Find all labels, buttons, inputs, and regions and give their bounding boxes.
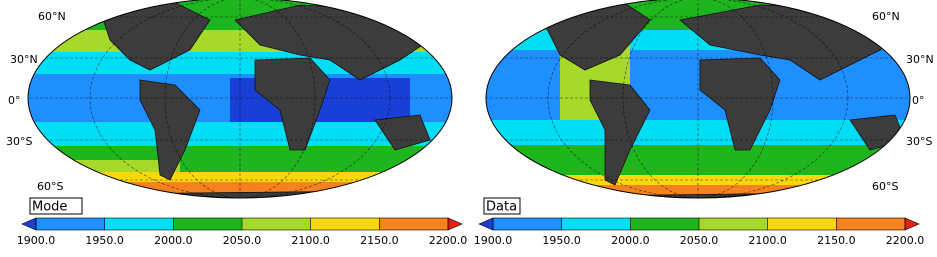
- colorbar-segment: [36, 218, 105, 230]
- colorbar-tick-label: 2050.0: [223, 234, 262, 247]
- map-border: [27, 0, 453, 199]
- colorbar-segment: [104, 218, 174, 230]
- colorbar-segment: [767, 218, 837, 230]
- latitude-label: 60°N: [872, 10, 900, 23]
- colorbar-segment: [630, 218, 699, 230]
- panel-label-box: [483, 197, 521, 215]
- colorbar-tick-label: 2150.0: [360, 234, 399, 247]
- colorbar-segment: [561, 218, 631, 230]
- colorbar-under: [478, 217, 494, 231]
- colorbar-segment: [310, 218, 380, 230]
- colorbar-segment: [493, 218, 562, 230]
- latitude-label: 0°: [8, 94, 21, 107]
- colorbar-segment: [836, 218, 905, 230]
- latitude-label: 30°S: [6, 135, 32, 148]
- latitude-label: 60°S: [872, 180, 898, 193]
- colorbar-tick-label: 1950.0: [542, 234, 581, 247]
- latitude-label: 30°S: [906, 135, 932, 148]
- latitude-label: 0°: [912, 94, 925, 107]
- colorbar-tick-label: 2000.0: [154, 234, 193, 247]
- latitude-label: 60°S: [37, 180, 63, 193]
- panel-label-box: [29, 197, 83, 215]
- colorbar-tick-label: 2100.0: [748, 234, 787, 247]
- latitude-label: 60°N: [38, 10, 66, 23]
- panel-label: Data: [486, 200, 517, 215]
- colorbar-over: [904, 217, 920, 231]
- colorbar-segment: [242, 218, 311, 230]
- colorbar-segment: [173, 218, 242, 230]
- colorbar-segment: [699, 218, 768, 230]
- panel-label: Mode: [32, 200, 67, 215]
- colorbar-segment: [379, 218, 448, 230]
- data-map: [486, 0, 910, 198]
- colorbar-tick-label: 2100.0: [291, 234, 330, 247]
- colorbar-tick-label: 1950.0: [85, 234, 124, 247]
- colorbar-tick-label: 2050.0: [680, 234, 719, 247]
- model-map: [28, 0, 452, 198]
- colorbar-tick-label: 2150.0: [817, 234, 856, 247]
- colorbar-tick-label: 2200.0: [886, 234, 925, 247]
- map-border: [485, 0, 911, 199]
- colorbar-tick-label: 2200.0: [429, 234, 468, 247]
- latitude-label: 30°N: [10, 53, 38, 66]
- colorbar-over: [447, 217, 463, 231]
- colorbar-under: [21, 217, 37, 231]
- colorbar-tick-label: 1900.0: [474, 234, 513, 247]
- colorbar-tick-label: 2000.0: [611, 234, 650, 247]
- latitude-label: 30°N: [906, 53, 934, 66]
- colorbar-tick-label: 1900.0: [17, 234, 56, 247]
